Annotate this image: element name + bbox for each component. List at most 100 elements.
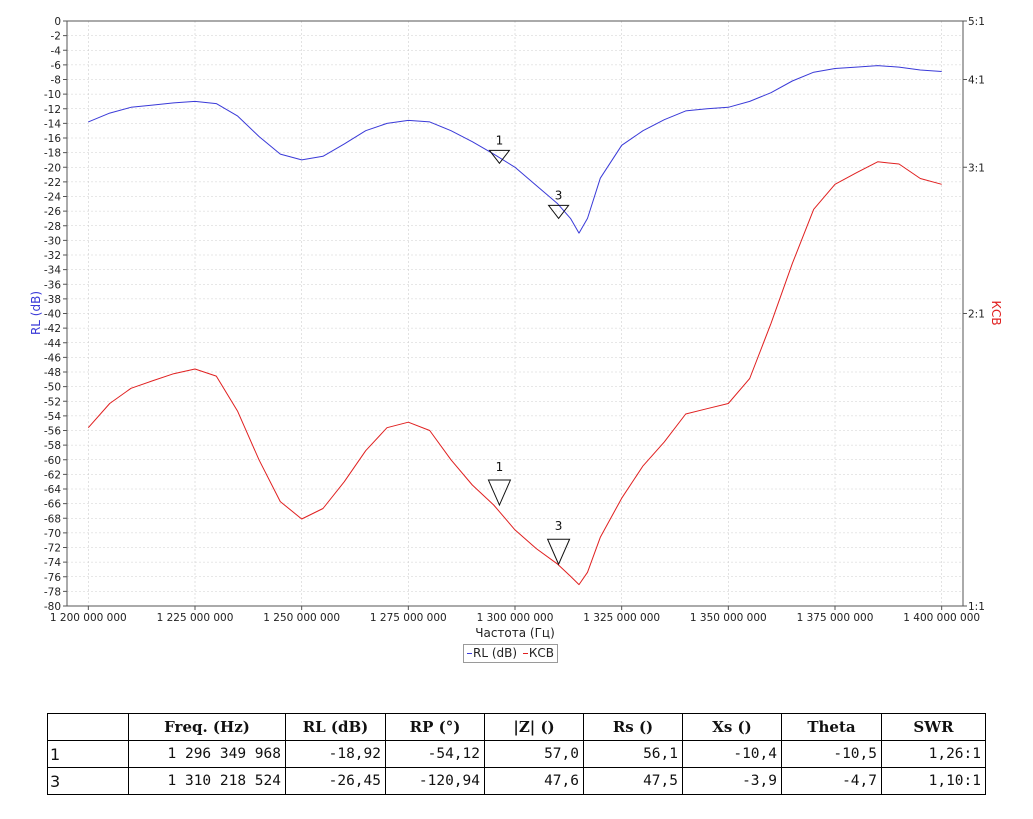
x-tick-label: 1 300 000 000: [477, 612, 554, 624]
marker-label-swr: 3: [555, 519, 563, 533]
left-tick-label: -28: [44, 221, 61, 233]
left-tick-label: -50: [44, 382, 61, 394]
cell-swr: 1,26:1: [881, 740, 986, 768]
right-tick-label: 2:1: [968, 309, 985, 321]
left-tick-label: -40: [44, 309, 61, 321]
cell-swr: 1,10:1: [881, 767, 986, 795]
left-tick-label: -70: [44, 528, 61, 540]
left-tick-label: -30: [44, 235, 61, 247]
left-tick-label: -4: [51, 45, 62, 57]
right-tick-label: 5:1: [968, 16, 985, 28]
header-rp: RP (°): [385, 713, 485, 741]
left-tick-label: -22: [44, 177, 61, 189]
marker-triangle-rl[interactable]: [547, 204, 570, 220]
cell-theta: -10,5: [781, 740, 882, 768]
left-axis-title: RL (dB): [29, 291, 43, 335]
left-tick-label: -76: [44, 572, 61, 584]
grid: [67, 20, 963, 607]
marker-table: Freq. (Hz) RL (dB) RP (°) |Z| () Rs () X…: [47, 713, 986, 795]
x-tick-label: 1 225 000 000: [157, 612, 234, 624]
x-tick-label: 1 375 000 000: [797, 612, 874, 624]
left-tick-label: -38: [44, 294, 61, 306]
left-tick-label: -42: [44, 323, 61, 335]
marker-triangle-swr[interactable]: [546, 538, 571, 566]
left-tick-label: -68: [44, 513, 61, 525]
table-row[interactable]: 1 1 296 349 968 -18,92 -54,12 57,0 56,1 …: [47, 740, 986, 768]
left-tick-label: -72: [44, 543, 61, 555]
left-tick-label: -24: [44, 192, 61, 204]
left-tick-label: -56: [44, 426, 61, 438]
chart-area: 0 -2 -4 -6 -8 -10 -12 -14 -16 -18 -20 -22 -24 -26 -28 -…: [29, 16, 1003, 640]
left-tick-label: -64: [44, 484, 61, 496]
cell-freq: 1 296 349 968: [128, 740, 286, 768]
x-tick-label: 1 275 000 000: [370, 612, 447, 624]
header-z: |Z| (): [484, 713, 584, 741]
legend-label-swr: КСВ: [528, 646, 555, 660]
cell-z: 57,0: [484, 740, 584, 768]
left-tick-label: -62: [44, 469, 61, 481]
cell-marker: 1: [47, 740, 129, 768]
x-tick-label: 1 325 000 000: [583, 612, 660, 624]
marker-layer: 1 1 3 3: [487, 133, 571, 566]
right-axis-ticks: 5:1 4:1 3:1 2:1 1:1: [963, 16, 985, 613]
cell-rp: -120,94: [385, 767, 485, 795]
cell-z: 47,6: [484, 767, 584, 795]
left-tick-label: 0: [54, 16, 61, 28]
header-xs: Xs (): [682, 713, 782, 741]
right-tick-label: 1:1: [968, 601, 985, 613]
left-tick-label: -16: [44, 133, 61, 145]
cell-rs: 56,1: [583, 740, 683, 768]
header-swr: SWR: [881, 713, 986, 741]
cell-rl: -18,92: [285, 740, 386, 768]
left-tick-label: -80: [44, 601, 61, 613]
cell-rp: -54,12: [385, 740, 485, 768]
left-tick-label: -34: [44, 265, 61, 277]
x-tick-label: 1 200 000 000: [50, 612, 127, 624]
table-row[interactable]: 3 1 310 218 524 -26,45 -120,94 47,6 47,5…: [47, 767, 986, 795]
x-tick-label: 1 400 000 000: [903, 612, 980, 624]
marker-label-rl: 3: [555, 188, 563, 202]
left-tick-label: -52: [44, 396, 61, 408]
left-tick-label: -74: [44, 557, 61, 569]
left-tick-label: -48: [44, 367, 61, 379]
left-tick-label: -20: [44, 162, 61, 174]
left-tick-label: -58: [44, 440, 61, 452]
cell-xs: -10,4: [682, 740, 782, 768]
x-tick-label: 1 250 000 000: [263, 612, 340, 624]
cell-rs: 47,5: [583, 767, 683, 795]
left-tick-label: -6: [51, 60, 62, 72]
right-tick-label: 4:1: [968, 75, 985, 87]
left-tick-label: -2: [51, 31, 61, 43]
header-rl: RL (dB): [285, 713, 386, 741]
header-marker: [47, 713, 129, 741]
cell-marker: 3: [47, 767, 129, 795]
left-tick-label: -14: [44, 118, 61, 130]
marker-label-swr: 1: [496, 460, 504, 474]
left-tick-label: -26: [44, 206, 61, 218]
header-rs: Rs (): [583, 713, 683, 741]
left-tick-label: -44: [44, 338, 61, 350]
cell-freq: 1 310 218 524: [128, 767, 286, 795]
right-tick-label: 3:1: [968, 162, 985, 174]
left-tick-label: -60: [44, 455, 61, 467]
left-tick-label: -46: [44, 352, 61, 364]
x-axis-ticks: 1 200 000 000 1 225 000 000 1 250 000 000 1…: [50, 606, 980, 624]
series-layer: [87, 65, 942, 586]
left-tick-label: -78: [44, 586, 61, 598]
marker-triangle-swr[interactable]: [487, 479, 512, 507]
cell-rl: -26,45: [285, 767, 386, 795]
marker-triangle-rl[interactable]: [488, 149, 511, 165]
legend-label-rl: RL (dB): [473, 646, 518, 660]
left-tick-label: -10: [44, 89, 61, 101]
cell-xs: -3,9: [682, 767, 782, 795]
left-tick-label: -18: [44, 148, 61, 160]
marker-table-header: Freq. (Hz) RL (dB) RP (°) |Z| () Rs () X…: [47, 713, 986, 741]
rl-series-line: [88, 65, 942, 234]
swr-series-line: [87, 161, 942, 586]
left-tick-label: -54: [44, 411, 61, 423]
header-freq: Freq. (Hz): [128, 713, 286, 741]
right-axis-title: КСВ: [989, 300, 1003, 325]
left-tick-label: -12: [44, 104, 61, 116]
left-tick-label: -36: [44, 279, 61, 291]
left-tick-label: -8: [51, 75, 61, 87]
